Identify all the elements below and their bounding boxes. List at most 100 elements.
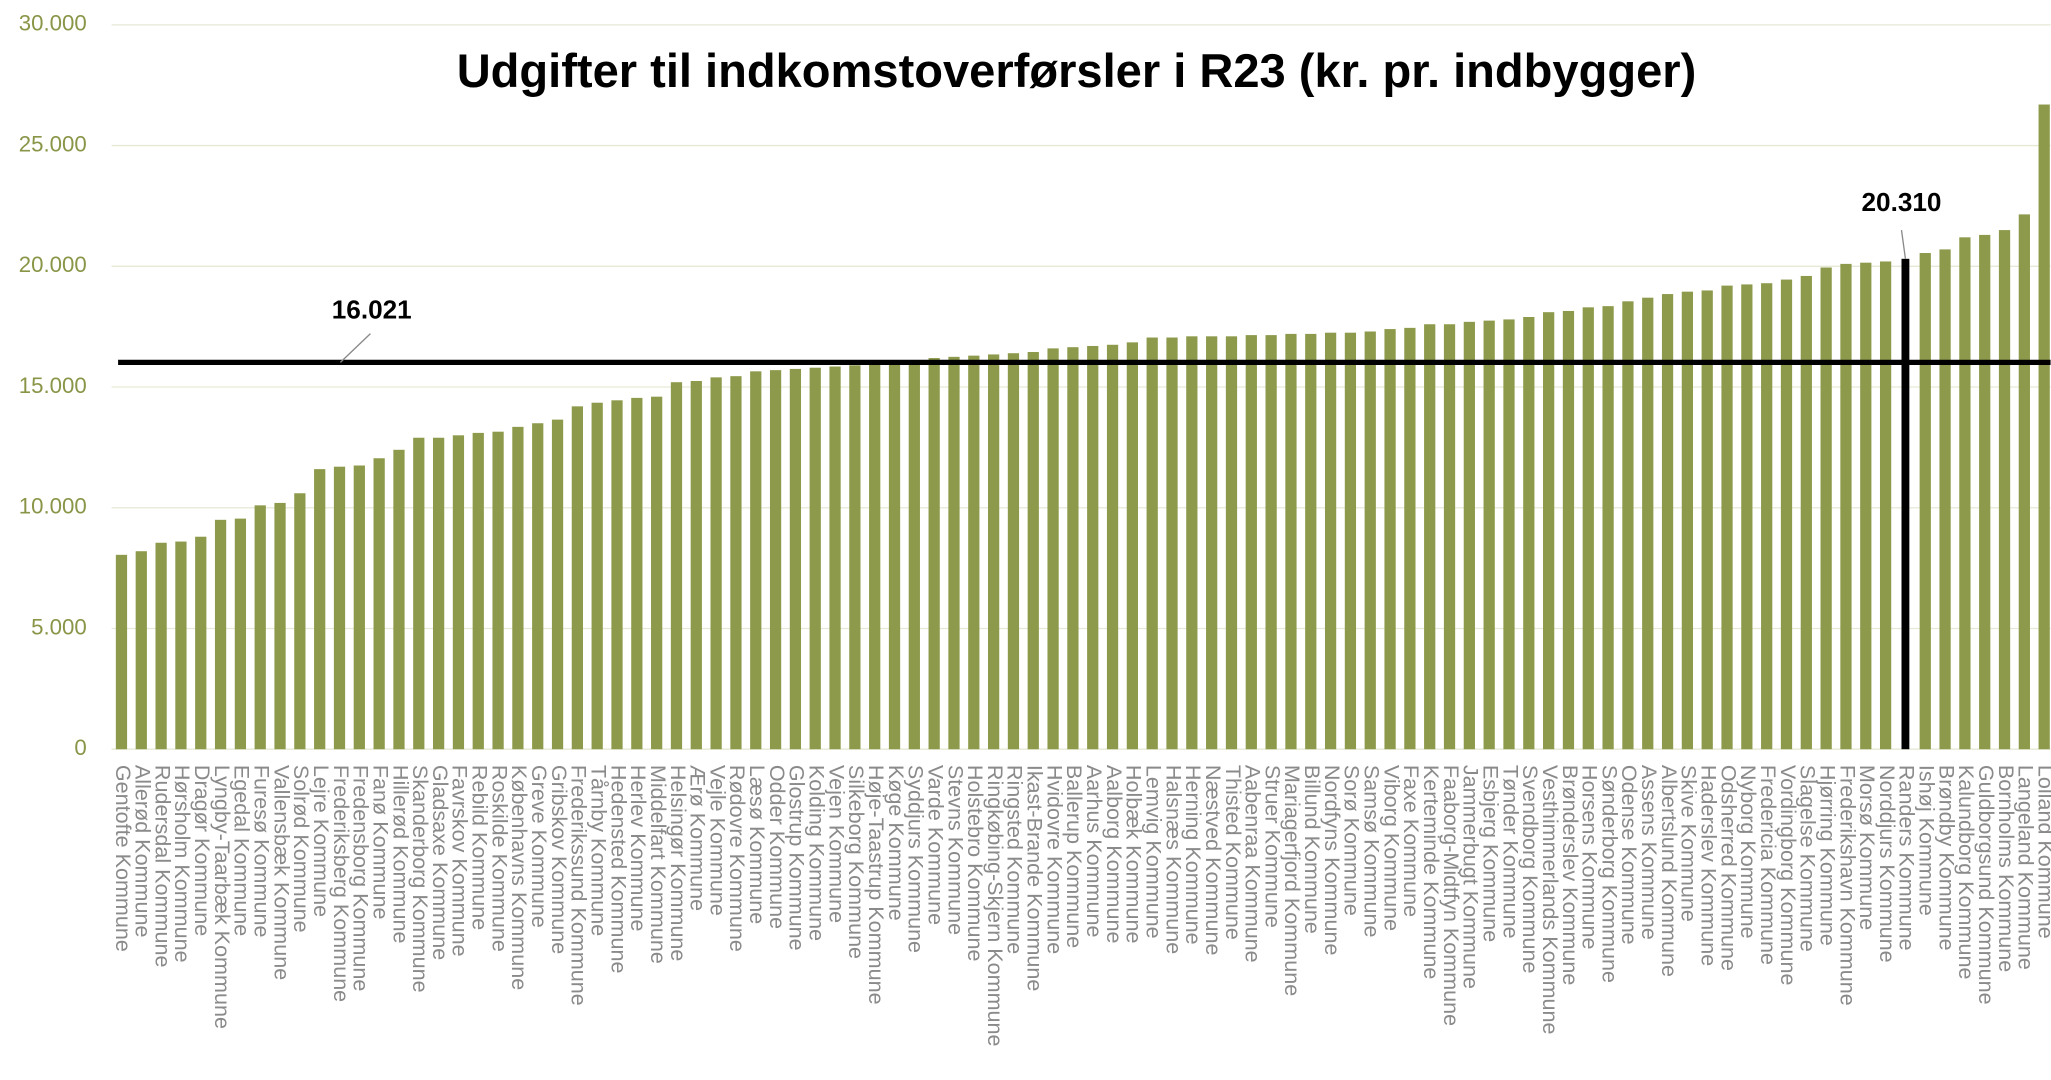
y-tick-label: 20.000 [19,252,87,277]
bar [611,400,623,750]
x-tick-label: Albertslund Kommune [1657,765,1682,977]
x-tick-label: Frederikssund Kommune [567,765,592,1006]
x-tick-label: Viborg Kommune [1379,765,1404,931]
x-tick-label: Egedal Kommune [230,765,255,936]
bar [1503,319,1515,750]
x-tick-label: Silkeborg Kommune [844,765,869,959]
bar [115,554,128,750]
bar [1820,267,1832,750]
bar [1166,337,1178,750]
x-tick-label: Køge Kommune [884,765,909,921]
bar [1780,279,1793,750]
x-tick-label: Hørsholm Kommune [170,765,195,963]
bar [1901,258,1910,750]
x-tick-label: Aarhus Kommune [1082,765,1107,938]
bar [1582,307,1594,750]
x-tick-label: Brønderslev Kommune [1558,765,1583,986]
bar [1959,237,1971,750]
x-tick-label: Aalborg Kommune [1102,765,1127,944]
bar [869,364,881,750]
bar [1761,283,1773,750]
x-tick-label: Halsnæs Kommune [1161,765,1186,954]
x-tick-label: Vejle Kommune [705,765,730,916]
chart-title: Udgifter til indkomstoverførsler i R23 (… [457,44,1697,97]
bar [1245,335,1257,750]
data-label: 20.310 [1862,187,1942,217]
x-tick-label: Københavns Kommune [507,765,532,990]
bar [1939,249,1951,750]
bar [314,469,326,750]
bar [492,431,504,750]
bar [413,437,425,750]
x-tick-label: Lolland Kommune [2033,765,2051,939]
bar [1007,353,1020,750]
x-tick-label: Solrød Kommune [289,765,314,933]
x-tick-label: Læsø Kommune [745,765,770,924]
y-tick-label: 30.000 [19,11,87,36]
y-tick-label: 25.000 [19,131,87,156]
x-tick-label: Lyngby-Taarbæk Kommune [210,765,235,1029]
x-tick-label: Sorø Kommune [1340,765,1365,916]
bar [888,362,901,750]
bar [294,493,306,750]
x-tick-label: Ærø Kommune [686,765,711,911]
bar [750,371,762,750]
bar [968,355,980,750]
bar [769,370,782,750]
x-tick-label: Jammerbugt Kommune [1459,765,1484,989]
x-tick-label: Odense Kommune [1617,765,1642,945]
bar [631,397,643,750]
x-tick-label: Nyborg Kommune [1736,765,1761,939]
bar [809,367,821,750]
x-tick-label: Struer Kommune [1260,765,1285,928]
x-tick-label: Sønderborg Kommune [1597,765,1622,983]
x-tick-label: Norddjurs Kommune [1875,765,1900,963]
bar [1047,348,1059,750]
x-tick-label: Aabenraa Kommune [1241,765,1266,963]
x-tick-label: Kerteminde Kommune [1419,765,1444,980]
bar [472,432,484,750]
x-tick-label: Esbjerg Kommune [1478,765,1503,942]
bar [373,458,385,750]
x-tick-label: Hvidovre Kommune [1042,765,1067,954]
x-tick-label: Horsens Kommune [1578,765,1603,950]
bar [1483,320,1495,750]
bar [393,449,405,750]
x-tick-label: Helsingør Kommune [666,765,691,962]
x-tick-label: Hedensted Kommune [606,765,631,974]
bar [1523,317,1535,750]
bar [353,465,365,750]
x-tick-label: Gladsaxe Kommune [428,765,453,960]
x-tick-label: Holstebro Kommune [963,765,988,962]
bar [274,502,286,750]
x-tick-label: Næstved Kommune [1201,765,1226,956]
x-tick-label: Fanø Kommune [368,765,393,920]
bar [1126,342,1138,750]
bar [1404,327,1416,750]
x-tick-label: Samsø Kommune [1360,765,1385,938]
bar [1998,230,2011,750]
bar [1879,261,1892,750]
reference-label: 16.021 [332,294,412,324]
x-tick-label: Odsherred Kommune [1716,765,1741,971]
bar [1463,321,1475,750]
x-tick-label: Frederiksberg Kommune [329,765,354,1002]
x-tick-label: Høje-Taastrup Kommune [864,765,889,1005]
bar [1424,324,1436,750]
bar [1324,332,1337,750]
bar [1721,285,1733,750]
x-tick-label: Kalundborg Kommune [1954,765,1979,980]
bar [1800,275,1812,750]
x-tick-label: Herning Kommune [1181,765,1206,945]
x-tick-label: Tønder Kommune [1498,765,1523,939]
bar [1979,234,1991,750]
x-tick-label: Gentofte Kommune [111,765,136,952]
x-tick-label: Ballerup Kommune [1062,765,1087,948]
bar [234,518,247,750]
bar [1602,306,1614,750]
x-tick-label: Slagelse Kommune [1796,765,1821,952]
bar [1344,332,1357,750]
x-tick-label: Furesø Kommune [250,765,275,938]
bar [512,426,524,750]
x-tick-label: Mariagerfjord Kommune [1280,765,1305,996]
